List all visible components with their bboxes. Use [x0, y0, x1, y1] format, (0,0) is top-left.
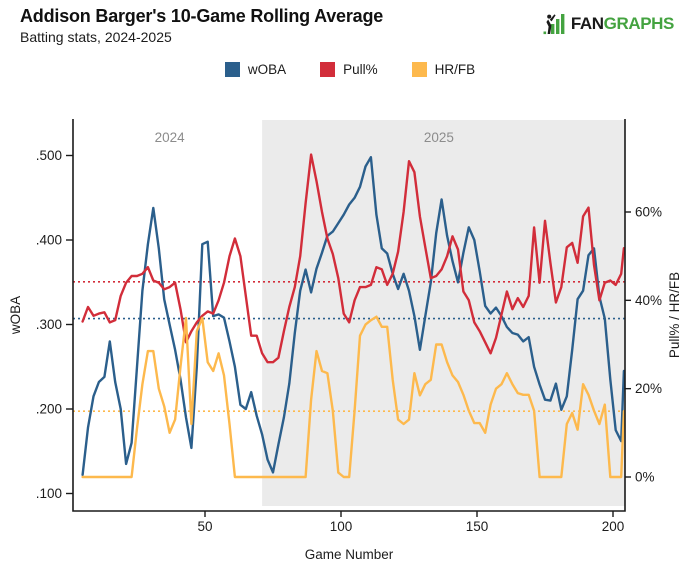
- woba-line: [81, 156, 626, 477]
- chart-legend: wOBA Pull% HR/FB: [0, 62, 700, 77]
- page-title: Addison Barger's 10-Game Rolling Average: [20, 6, 384, 26]
- fangraphs-logo-text: FANGRAPHS: [570, 14, 675, 34]
- x-tick-label: 200: [602, 519, 625, 534]
- x-axis-title: Game Number: [305, 547, 394, 562]
- left-tick-label: .300: [36, 317, 62, 332]
- hrfb-line: [81, 315, 626, 479]
- left-tick-label: .200: [36, 402, 62, 417]
- right-tick-label: 40%: [635, 293, 662, 308]
- x-tick-label: 100: [330, 519, 353, 534]
- plot-frame: [72, 119, 626, 512]
- fangraphs-logo-icon: [543, 14, 565, 35]
- x-tick-label: 150: [466, 519, 489, 534]
- left-axis-title: wOBA: [8, 296, 23, 335]
- era-label-2024: 2024: [155, 130, 186, 145]
- hrfb-legend-label: HR/FB: [434, 62, 476, 77]
- left-tick-label: .100: [36, 486, 62, 501]
- woba-swatch: [224, 62, 240, 77]
- fangraphs-logo-graphs: GRAPHS: [603, 14, 675, 33]
- rolling-average-chart: 2024 2025 .100 .200 .300 .400 .500 0% 20% 40% 60% 5…: [8, 119, 682, 562]
- pull-line: [81, 153, 626, 364]
- right-tick-label: 20%: [635, 381, 662, 396]
- left-tick-label: .400: [36, 233, 62, 248]
- x-tick-label: 50: [197, 519, 212, 534]
- pull-legend-label: Pull%: [343, 62, 378, 77]
- fangraphs-logo-fan: FAN: [570, 14, 604, 33]
- legend-item-woba: wOBA: [224, 62, 287, 77]
- legend-item-pull: Pull%: [320, 62, 378, 77]
- left-tick-label: .500: [36, 148, 62, 163]
- hrfb-swatch: [411, 62, 427, 77]
- page-subtitle: Batting stats, 2024-2025: [20, 29, 172, 45]
- fangraphs-logo: FANGRAPHS: [543, 13, 674, 35]
- pull-swatch: [320, 62, 336, 77]
- right-axis-title: Pull% / HR/FB: [667, 272, 682, 358]
- right-tick-label: 0%: [635, 470, 655, 485]
- legend-item-hrfb: HR/FB: [411, 62, 476, 77]
- right-tick-label: 60%: [635, 204, 662, 219]
- woba-legend-label: wOBA: [247, 62, 287, 77]
- era-label-2025: 2025: [424, 130, 454, 145]
